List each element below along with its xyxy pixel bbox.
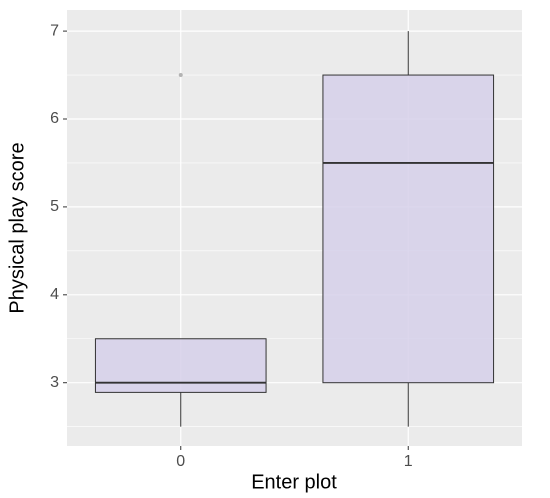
y-tick-label: 5 — [50, 198, 59, 215]
y-tick-label: 4 — [50, 286, 59, 303]
box — [94, 338, 267, 393]
box — [322, 74, 495, 384]
y-tick-label: 6 — [50, 110, 59, 127]
y-tick-label: 7 — [50, 22, 59, 39]
x-tick-label: 1 — [404, 453, 413, 470]
x-axis-title: Enter plot — [251, 471, 337, 493]
y-tick-label: 3 — [50, 374, 59, 391]
outlier — [178, 73, 183, 78]
y-axis-title: Physical play score — [6, 142, 28, 313]
x-tick-label: 0 — [176, 453, 185, 470]
